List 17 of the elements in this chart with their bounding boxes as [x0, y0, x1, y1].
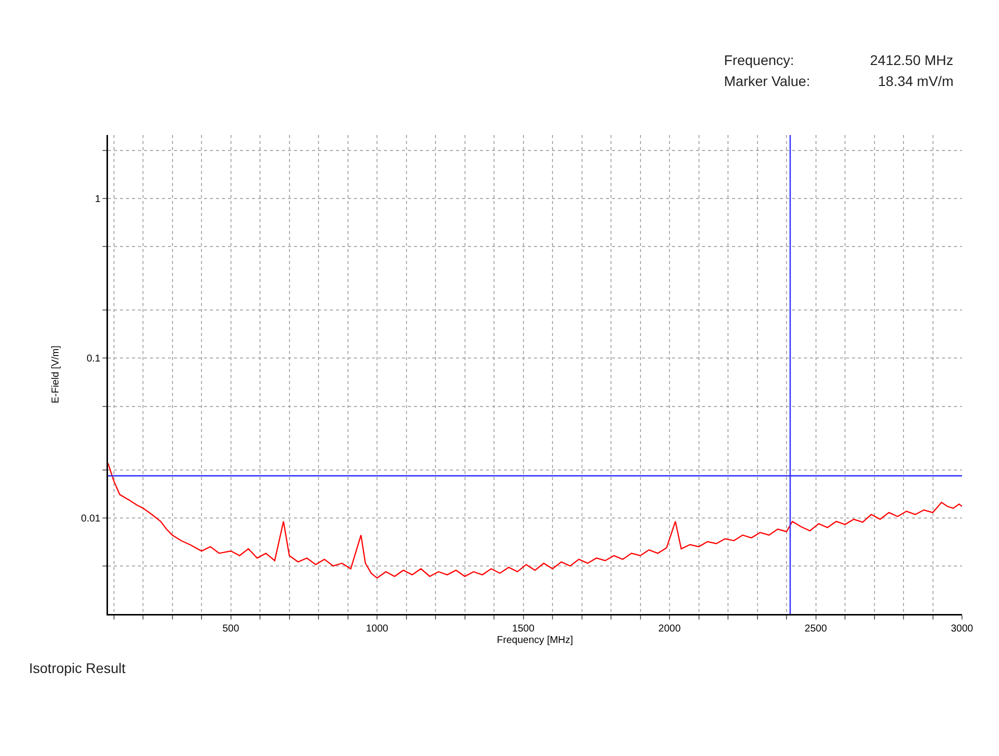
x-axis-title: Frequency [MHz]: [496, 634, 574, 646]
y-tick-label: 0.1: [86, 354, 101, 365]
x-tick-label: 2500: [804, 624, 828, 634]
text: 18.34 mV/m: [878, 73, 954, 89]
text: Marker Value:: [724, 73, 810, 89]
x-tick-label: 1500: [512, 624, 535, 634]
x-tick-label: 3000: [950, 624, 974, 634]
x-tick-label: 1000: [366, 624, 389, 634]
text: Frequency:: [724, 52, 794, 68]
text: Isotropic Result: [29, 660, 126, 676]
y-tick-label: 1: [94, 194, 101, 206]
line-series: [108, 462, 962, 579]
x-tick-label: 500: [222, 624, 240, 634]
text: 2412.50 MHz: [870, 52, 954, 68]
y-axis-title: E-Field [V/m]: [50, 345, 62, 404]
y-tick-label: 0.01: [81, 513, 101, 524]
x-tick-label: 2000: [658, 624, 682, 634]
